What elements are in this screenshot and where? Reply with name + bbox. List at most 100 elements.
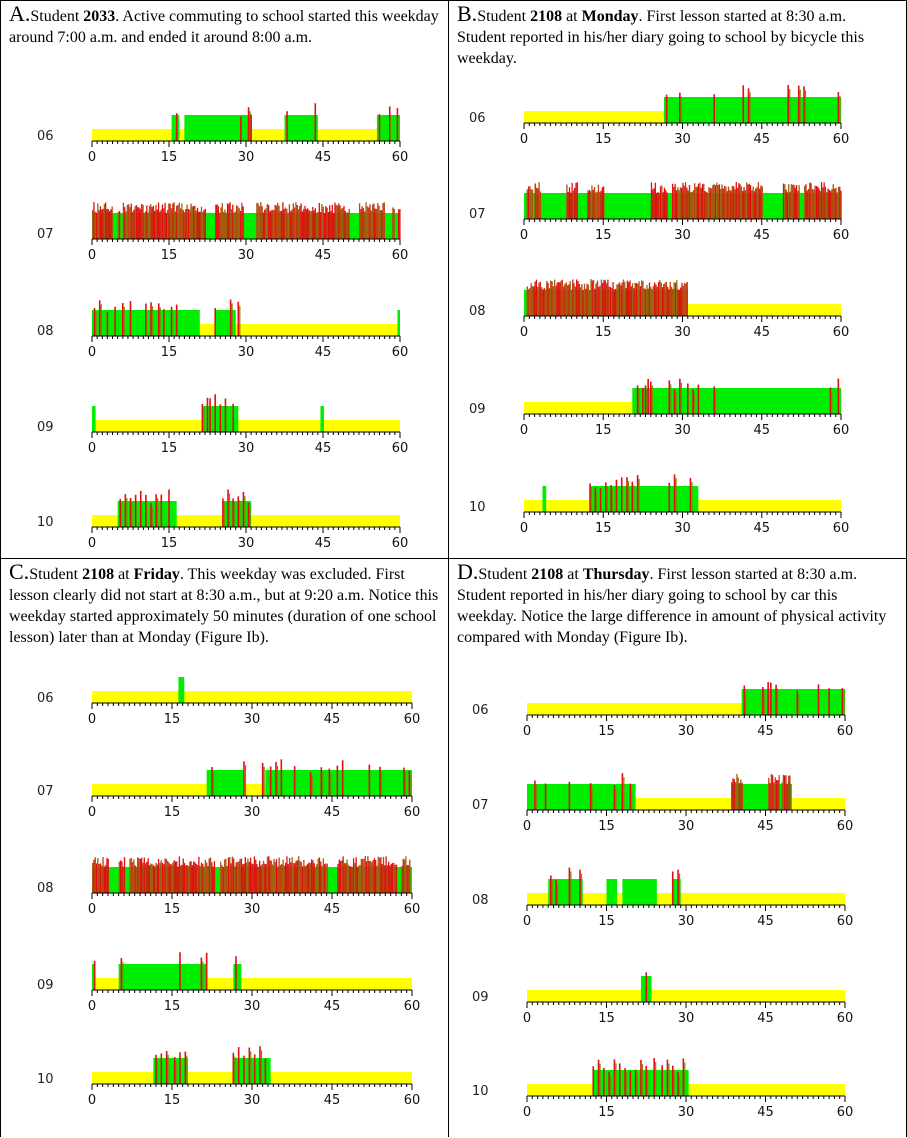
vigorous-activity-bar bbox=[200, 957, 203, 990]
vigorous-activity-bar bbox=[319, 211, 322, 239]
vigorous-activity-bar bbox=[287, 212, 289, 239]
vigorous-activity-bar bbox=[286, 856, 288, 893]
vigorous-activity-bar bbox=[202, 961, 204, 990]
vigorous-activity-bar bbox=[843, 692, 845, 715]
vigorous-activity-bar bbox=[599, 487, 602, 512]
vigorous-activity-bar bbox=[359, 864, 361, 893]
x-tick-label: 15 bbox=[164, 1093, 181, 1108]
vigorous-activity-bar bbox=[290, 211, 292, 239]
vigorous-activity-bar bbox=[296, 204, 298, 239]
vigorous-activity-bar bbox=[189, 861, 191, 893]
vigorous-activity-bar bbox=[804, 90, 807, 123]
vigorous-activity-bar bbox=[225, 212, 227, 239]
vigorous-activity-bar bbox=[248, 1047, 251, 1084]
vigorous-activity-bar bbox=[594, 487, 597, 512]
vigorous-activity-bar bbox=[175, 1061, 177, 1084]
vigorous-activity-bar bbox=[611, 287, 613, 316]
hour-row-06: 0 15 30 45 60 06 bbox=[37, 677, 420, 727]
vigorous-activity-bar bbox=[534, 183, 536, 219]
vigorous-activity-bar bbox=[174, 861, 177, 893]
vigorous-activity-bar bbox=[159, 863, 161, 893]
vigorous-activity-bar bbox=[704, 190, 706, 219]
vigorous-activity-bar bbox=[93, 202, 95, 239]
vigorous-activity-bar bbox=[247, 502, 250, 527]
vigorous-activity-bar bbox=[599, 191, 601, 219]
vigorous-activity-bar bbox=[573, 283, 575, 316]
vigorous-activity-bar bbox=[243, 863, 245, 893]
panel-c: C.Student 2108 at Friday. This weekday w… bbox=[0, 558, 449, 1137]
vigorous-activity-bar bbox=[708, 187, 710, 219]
vigorous-activity-bar bbox=[379, 210, 382, 239]
x-tick-label: 0 bbox=[523, 724, 531, 739]
vigorous-activity-bar bbox=[397, 209, 400, 239]
x-tick-label: 45 bbox=[757, 819, 774, 834]
vigorous-activity-bar bbox=[169, 203, 171, 239]
vigorous-activity-bar bbox=[155, 494, 157, 527]
vigorous-activity-bar bbox=[209, 857, 212, 893]
vigorous-activity-bar bbox=[174, 211, 177, 239]
vigorous-activity-bar bbox=[592, 1066, 595, 1096]
vigorous-activity-bar bbox=[647, 288, 649, 316]
vigorous-activity-bar bbox=[121, 502, 123, 527]
vigorous-activity-bar bbox=[610, 1075, 612, 1096]
hour-label: 06 bbox=[37, 129, 54, 144]
vigorous-activity-bar bbox=[279, 865, 282, 893]
vigorous-activity-bar bbox=[348, 208, 350, 239]
vigorous-activity-bar bbox=[767, 682, 769, 715]
vigorous-activity-bar bbox=[647, 1069, 649, 1096]
vigorous-activity-bar bbox=[736, 773, 738, 810]
vigorous-activity-bar bbox=[382, 857, 385, 893]
vigorous-activity-bar bbox=[629, 783, 632, 810]
vigorous-activity-bar bbox=[193, 861, 195, 893]
vigorous-activity-bar bbox=[644, 385, 647, 414]
x-tick-label: 0 bbox=[523, 819, 531, 834]
vigorous-activity-bar bbox=[250, 114, 252, 141]
vigorous-activity-bar bbox=[645, 972, 648, 1002]
x-tick-label: 30 bbox=[238, 441, 255, 456]
vigorous-activity-bar bbox=[232, 498, 234, 527]
vigorous-activity-bar bbox=[278, 857, 280, 893]
vigorous-activity-bar bbox=[552, 286, 554, 316]
panel-b-letter: B. bbox=[457, 1, 478, 26]
vigorous-activity-bar bbox=[237, 301, 240, 336]
vigorous-activity-bar bbox=[298, 856, 300, 893]
vigorous-activity-bar bbox=[148, 865, 151, 893]
vigorous-activity-bar bbox=[344, 210, 346, 239]
vigorous-activity-bar bbox=[243, 1055, 245, 1084]
vigorous-activity-bar bbox=[828, 189, 831, 219]
vigorous-activity-bar bbox=[227, 857, 230, 893]
light-activity-bar bbox=[92, 964, 96, 990]
vigorous-activity-bar bbox=[361, 206, 363, 239]
vigorous-activity-bar bbox=[784, 184, 786, 219]
vigorous-activity-bar bbox=[410, 774, 412, 796]
vigorous-activity-bar bbox=[369, 860, 372, 893]
vigorous-activity-bar bbox=[650, 381, 652, 414]
x-tick-label: 60 bbox=[837, 819, 854, 834]
light-activity-bar bbox=[171, 115, 180, 141]
vigorous-activity-bar bbox=[226, 203, 229, 239]
caption-segment: 2108 bbox=[530, 8, 563, 25]
vigorous-activity-bar bbox=[641, 1064, 644, 1096]
vigorous-activity-bar bbox=[135, 866, 138, 893]
vigorous-activity-bar bbox=[671, 1065, 674, 1096]
vigorous-activity-bar bbox=[279, 211, 281, 239]
vigorous-activity-bar bbox=[578, 283, 580, 316]
vigorous-activity-bar bbox=[182, 210, 184, 239]
vigorous-activity-bar bbox=[256, 864, 258, 893]
vigorous-activity-bar bbox=[176, 861, 178, 893]
vigorous-activity-bar bbox=[772, 775, 774, 810]
vigorous-activity-bar bbox=[122, 202, 125, 239]
panel-a: A.Student 2033. Active commuting to scho… bbox=[0, 0, 449, 558]
vigorous-activity-bar bbox=[181, 203, 183, 239]
vigorous-activity-bar bbox=[388, 106, 391, 141]
vigorous-activity-bar bbox=[125, 211, 127, 239]
light-activity-bar bbox=[222, 501, 252, 527]
vigorous-activity-bar bbox=[185, 865, 187, 893]
vigorous-activity-bar bbox=[260, 202, 262, 239]
vigorous-activity-bar bbox=[596, 191, 598, 219]
vigorous-activity-bar bbox=[533, 286, 535, 316]
vigorous-activity-bar bbox=[618, 1063, 621, 1096]
vigorous-activity-bar bbox=[634, 1069, 637, 1096]
vigorous-activity-bar bbox=[700, 187, 702, 219]
